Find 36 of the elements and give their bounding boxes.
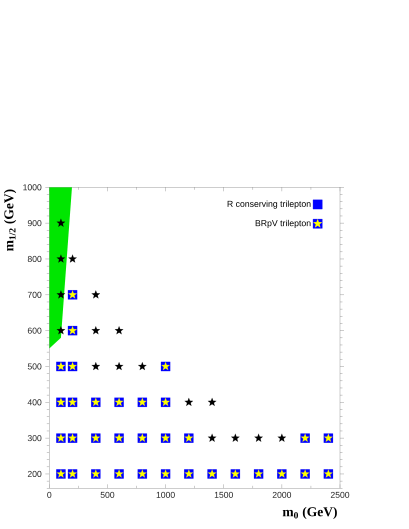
y-tick-label: 300 xyxy=(28,435,42,442)
x-tick-label: 2500 xyxy=(330,492,350,498)
point xyxy=(68,254,77,263)
y-tick-label: 700 xyxy=(28,292,42,298)
x-tick-label: 500 xyxy=(100,492,114,498)
point xyxy=(92,290,100,298)
point xyxy=(231,434,240,442)
y-tick-label: 400 xyxy=(28,399,42,406)
point xyxy=(114,362,124,370)
point xyxy=(56,218,66,227)
x-tick-label: 1500 xyxy=(214,492,233,498)
point xyxy=(208,398,216,406)
y-tick-label: 900 xyxy=(28,220,42,226)
point xyxy=(56,326,66,334)
y-tick-label: 200 xyxy=(28,470,42,478)
point xyxy=(184,398,194,406)
point xyxy=(278,434,286,442)
y-tick-label: 500 xyxy=(28,363,42,370)
legend-label: R conserving trilepton xyxy=(228,200,310,209)
y-axis-title: m$_{1/2}$ (GeV) xyxy=(4,189,16,251)
x-tick-label: 2000 xyxy=(272,492,292,498)
point xyxy=(92,326,100,334)
y-tick-label: 1000 xyxy=(23,184,42,190)
point xyxy=(138,362,147,370)
point xyxy=(92,362,100,370)
x-tick-label: 0 xyxy=(47,492,52,498)
point xyxy=(254,434,263,442)
y-tick-label: 600 xyxy=(28,328,42,334)
point xyxy=(114,326,124,334)
x-tick-label: 1000 xyxy=(156,492,175,498)
point xyxy=(208,434,216,442)
y-tick-label: 800 xyxy=(28,256,42,262)
x-axis-title: m$_{0}$ (GeV) xyxy=(282,506,337,520)
point xyxy=(56,254,66,263)
point xyxy=(56,290,66,298)
legend-label: BRpV trilepton xyxy=(256,220,310,228)
